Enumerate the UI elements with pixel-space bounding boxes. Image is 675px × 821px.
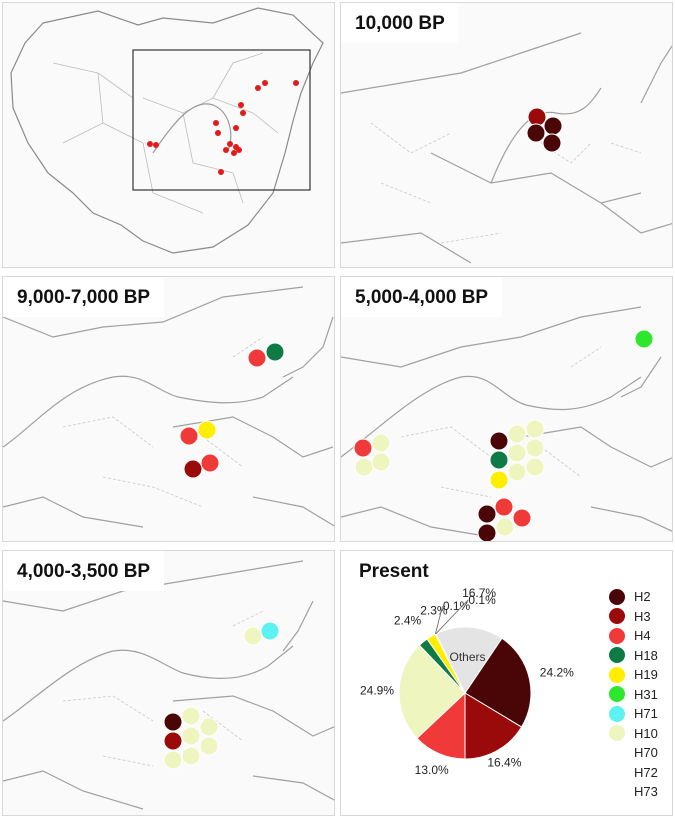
haplogroup-dots	[353, 329, 654, 541]
legend-spacer	[609, 745, 625, 761]
map-panel-4000-3500-bp: 4,000-3,500 BP	[2, 550, 335, 816]
pie-slice-h3	[464, 692, 523, 760]
haplogroup-dots	[179, 342, 285, 479]
legend-item-h73: H73	[609, 782, 658, 802]
pie-slice-others	[435, 626, 503, 694]
base-map	[3, 560, 334, 810]
pie-value-label-h18: 2.4%	[394, 614, 422, 628]
legend-item-h71: H71	[609, 704, 658, 724]
haplogroup-dots	[163, 621, 280, 770]
legend-item-h19: H19	[609, 665, 658, 685]
country-border	[10, 7, 324, 254]
legend-item-h3: H3	[609, 607, 658, 627]
legend-swatch	[609, 725, 625, 742]
legend-swatch	[609, 705, 625, 722]
haplogroup-pie-chart: Others24.2%16.4%13.0%24.9%2.4%2.3%0.1%0.…	[360, 586, 574, 777]
map-panel-10000-bp: 10,000 BP	[340, 2, 673, 268]
site-dots	[147, 80, 299, 175]
map-panel-9000-7000-bp: 9,000-7,000 BP	[2, 276, 335, 542]
legend-label: H70	[634, 745, 658, 761]
map-panel-5000-4000-bp: 5,000-4,000 BP	[340, 276, 673, 542]
base-map	[341, 306, 672, 541]
legend-item-h72: H72	[609, 763, 658, 783]
pie-leader-line	[435, 599, 469, 635]
legend-spacer	[609, 784, 625, 800]
pie-value-label-h3: 16.4%	[487, 756, 521, 770]
panel-title: 10,000 BP	[341, 3, 459, 43]
haplogroup-dots	[526, 107, 563, 153]
legend-swatch	[609, 588, 625, 605]
panel-title: Present	[341, 551, 443, 591]
legend-label: H73	[634, 784, 658, 800]
legend-label: H3	[634, 608, 651, 624]
pie-slice-h2	[464, 637, 532, 728]
legend-item-h2: H2	[609, 587, 658, 607]
legend-swatch	[609, 627, 625, 644]
overview-map-panel	[2, 2, 335, 268]
legend-label: H4	[634, 628, 651, 644]
pie-leader-line	[435, 606, 443, 635]
pie-value-label-others: 16.7%	[462, 586, 496, 600]
province-lines	[52, 52, 279, 214]
pie-slice-h10	[398, 644, 466, 739]
legend-swatch	[609, 666, 625, 683]
legend-item-h4: H4	[609, 626, 658, 646]
legend-label: H10	[634, 725, 658, 741]
legend-spacer	[609, 764, 625, 780]
base-map	[3, 286, 334, 528]
panel-title: 9,000-7,000 BP	[3, 277, 165, 317]
legend-swatch	[609, 647, 625, 664]
pie-value-label-h31: 0.1%	[443, 599, 471, 613]
panel-title: 4,000-3,500 BP	[3, 551, 165, 591]
pie-value-label-h19: 2.3%	[420, 603, 448, 617]
legend-item-h70: H70	[609, 743, 658, 763]
overview-map	[10, 7, 324, 254]
legend-item-h18: H18	[609, 646, 658, 666]
pie-value-label-h2: 24.2%	[540, 666, 574, 680]
legend-swatch	[609, 608, 625, 625]
present-panel: Present Others 24.2% 16.4% 13.0% 24.9% 2.4% 2.…	[340, 550, 673, 816]
legend-label: H18	[634, 647, 658, 663]
river	[152, 103, 232, 154]
legend-label: H71	[634, 706, 658, 722]
focus-box	[132, 49, 311, 191]
base-map	[341, 32, 672, 264]
legend-label: H19	[634, 667, 658, 683]
legend-swatch	[609, 686, 625, 703]
legend-label: H72	[634, 764, 658, 780]
legend-item-h31: H31	[609, 685, 658, 705]
legend: H2 H3 H4 H18 H19 H31 H71 H10 H70 H72 H73	[609, 587, 658, 802]
pie-others-label: Others	[449, 650, 485, 664]
pie-value-label-h10: 24.9%	[360, 684, 394, 698]
legend-label: H31	[634, 686, 658, 702]
pie-value-label-h4: 13.0%	[415, 763, 449, 777]
pie-value-label-h71: 0.1%	[468, 593, 496, 607]
legend-item-h10: H10	[609, 724, 658, 744]
legend-label: H2	[634, 589, 651, 605]
panel-title: 5,000-4,000 BP	[341, 277, 503, 317]
